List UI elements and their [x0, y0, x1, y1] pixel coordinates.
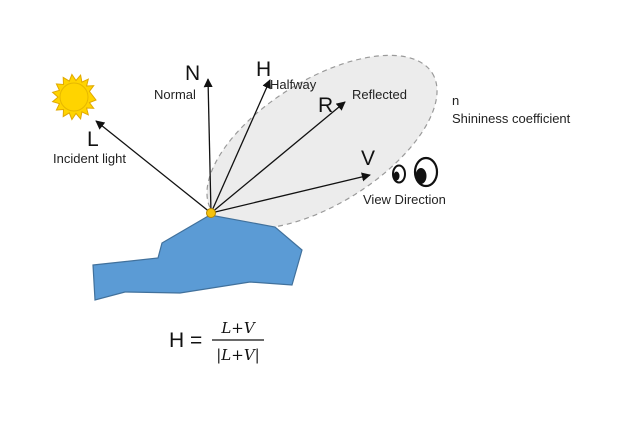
shininess-caption: Shininess coefficient	[452, 111, 571, 126]
sun-icon	[51, 73, 97, 121]
vector-v-label: V	[361, 147, 375, 170]
formula-numerator: L+V	[220, 319, 257, 337]
vector-r-label: R	[318, 94, 333, 117]
vector-r-caption: Reflected	[352, 87, 407, 102]
surface-shape	[92, 214, 303, 301]
vector-n-label: N	[185, 62, 200, 85]
incidence-point	[206, 208, 216, 218]
vector-h-label: H	[256, 58, 271, 81]
vector-l-caption: Incident light	[53, 151, 126, 166]
vector-h-caption: Halfway	[270, 77, 317, 92]
vector-r-arrow	[210, 101, 346, 214]
vector-n-arrow	[203, 78, 213, 214]
vector-v-arrow	[210, 172, 371, 214]
vector-n-caption: Normal	[154, 87, 196, 102]
shininess-symbol: n	[452, 93, 459, 108]
vector-v-caption: View Direction	[363, 192, 446, 207]
formula-lhs: H =	[169, 329, 202, 352]
vector-l-arrow	[95, 120, 212, 214]
eyes-icon	[392, 156, 439, 188]
vector-l-label: L	[87, 128, 99, 151]
formula-denominator: |L+V|	[216, 346, 259, 364]
vector-h-arrow	[210, 79, 271, 214]
